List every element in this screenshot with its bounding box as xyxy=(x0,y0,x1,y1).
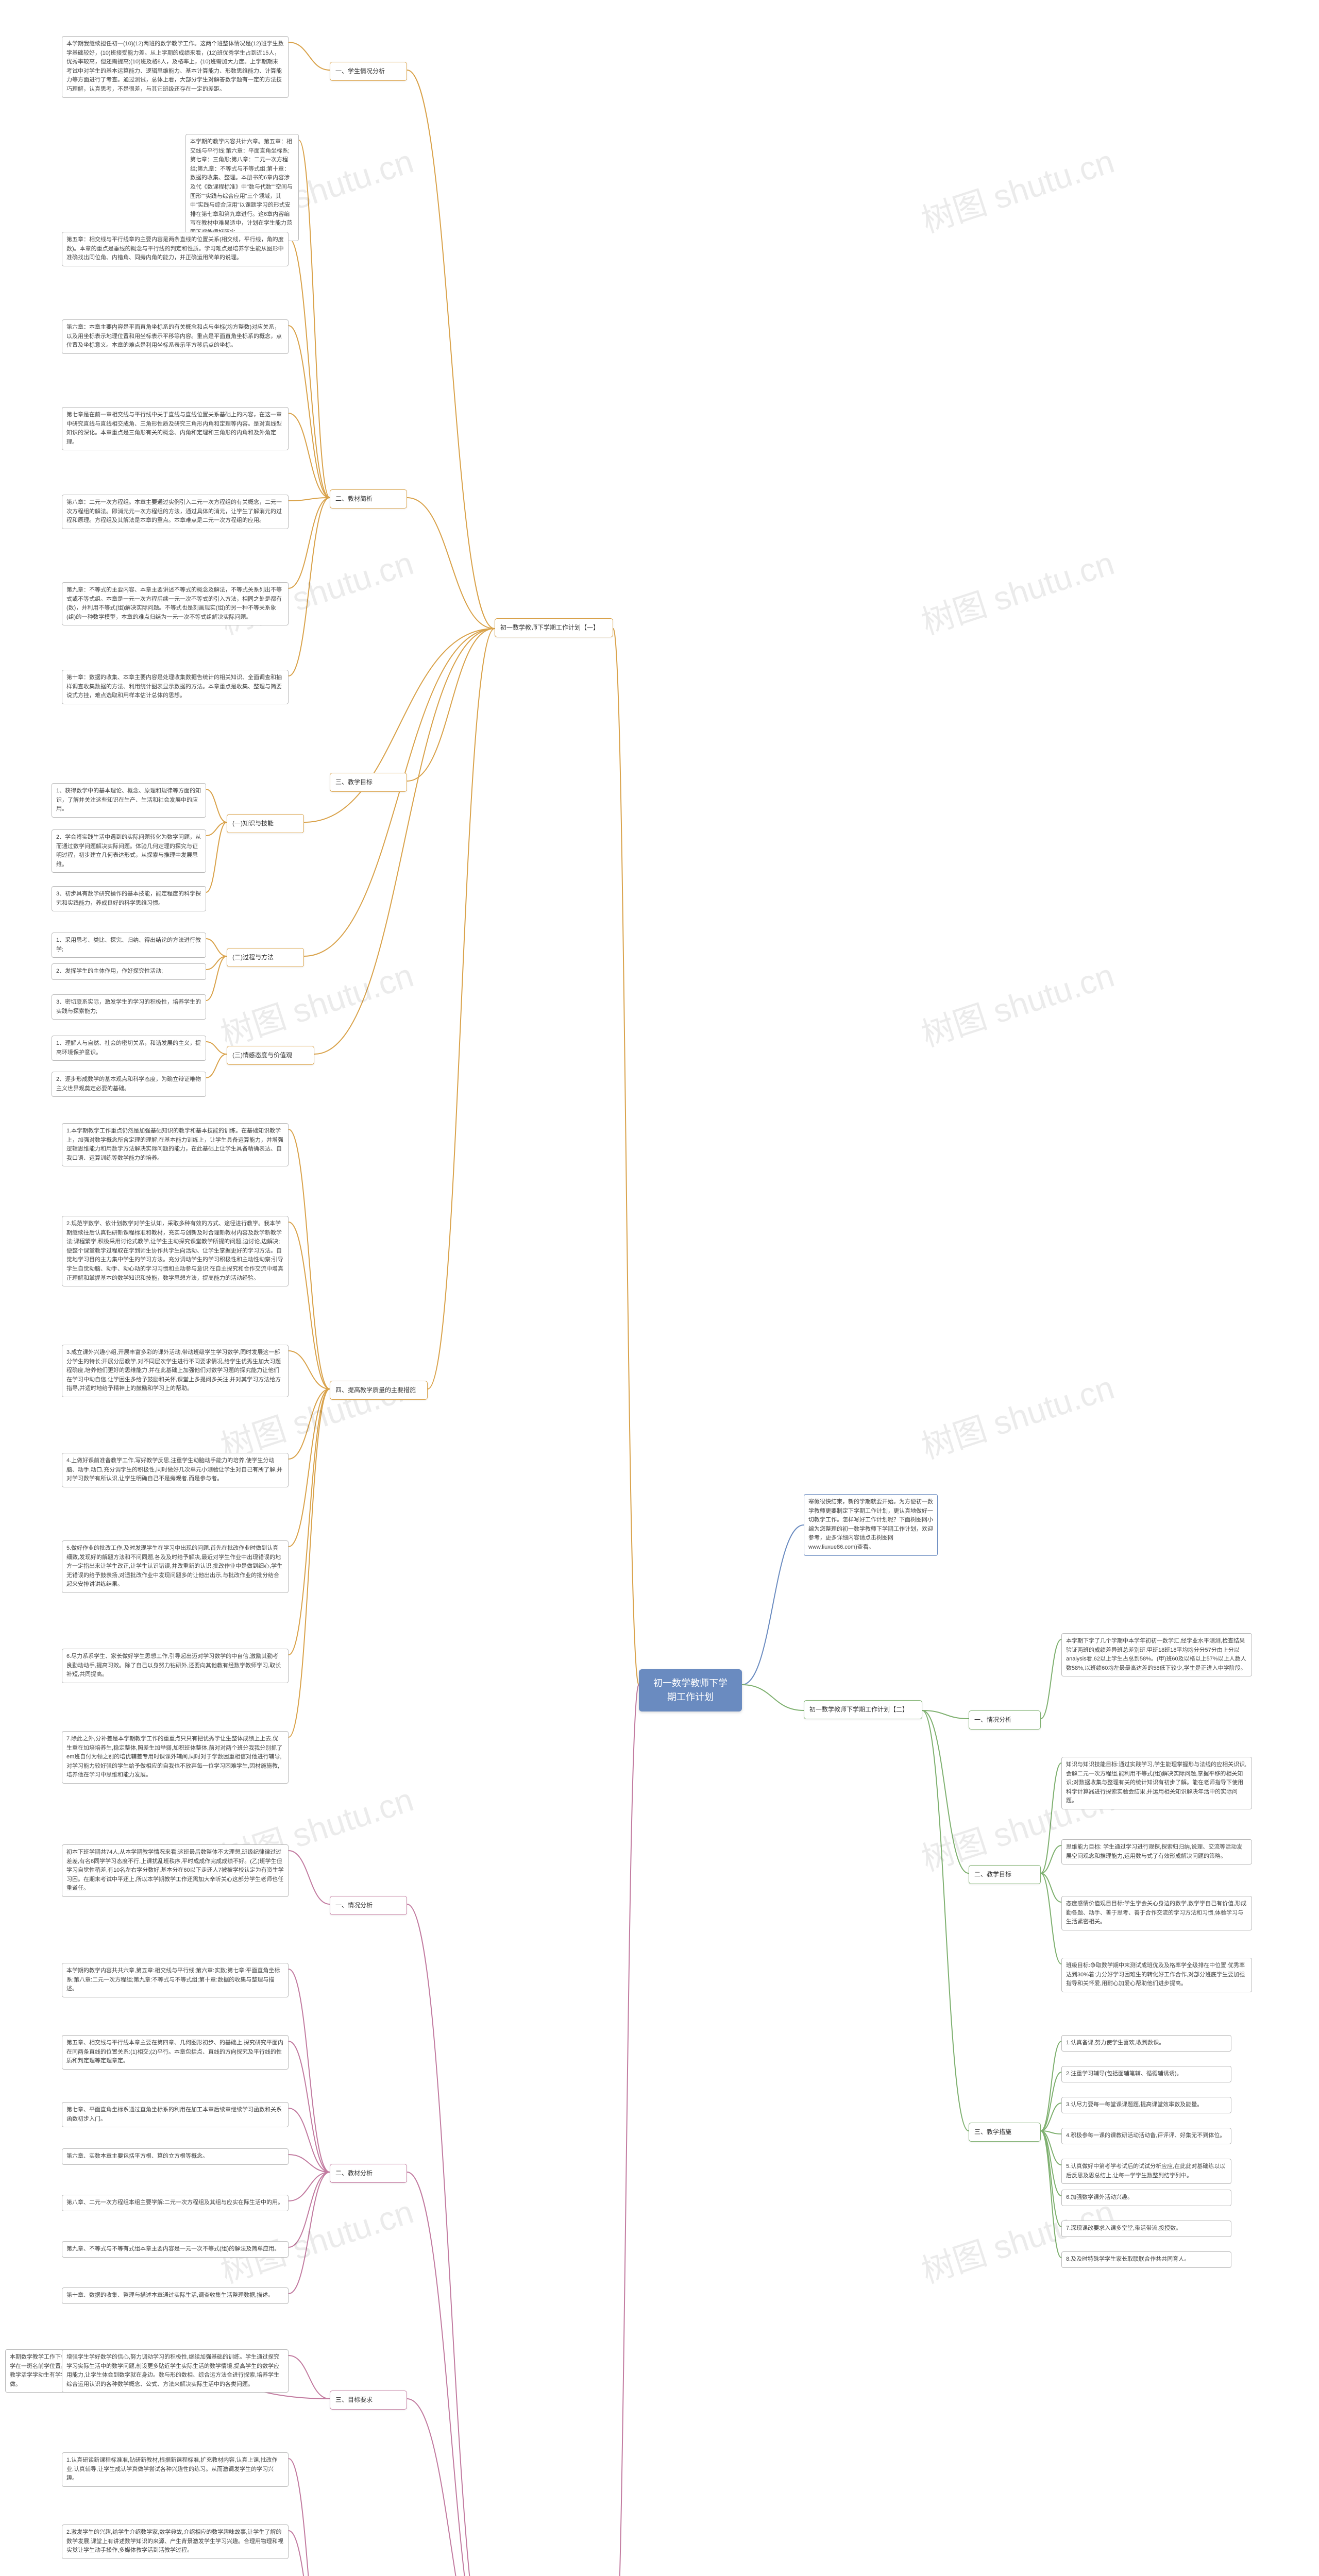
leaf-node: 本学期的教学内容共共六章,第五章:相交线与平行线;第六章:实数;第七章:平面直角… xyxy=(62,1963,289,1997)
leaf-node: 班级目标:争取数学期中末测试成班优及及格率学全级排在中位置:优秀率达到30%着:… xyxy=(1061,1958,1252,1992)
section-node: 二、教学目标 xyxy=(969,1865,1041,1884)
leaf-node: 2.规范学数学、依计划教学对学生认知，采取多种有效的方式、途径进行教学。我本学期… xyxy=(62,1216,289,1286)
leaf-node: 第七章、平面直角坐标系通过直角坐标系的利用在加工本章后续章继续学习函数和关系函数… xyxy=(62,2102,289,2127)
leaf-node: 2、学会将实践生活中遇到的实际问题转化为数学问题，从而通过数学问题解决实际问题。… xyxy=(52,829,206,873)
leaf-node: 本学期下学了几个学期中本学年初初一数学汇,经学业水平测测,检查结果验证两班的成绩… xyxy=(1061,1633,1252,1676)
leaf-node: 思维能力目标: 学生通过学习进行观探,探索归归纳,说理、交流等活动发展空间观念和… xyxy=(1061,1839,1252,1865)
section-node: 一、情况分析 xyxy=(969,1710,1041,1730)
section-node: (三)情感态度与价值观 xyxy=(227,1046,314,1065)
section-node: 三、目标要求 xyxy=(330,2391,407,2410)
leaf-node: 7.除此之外,分补差是本学期教学工作的重重点只只有把优秀学让生整体成绩上上去,优… xyxy=(62,1731,289,1784)
section-node: 一、情况分析 xyxy=(330,1896,407,1915)
section-node: 二、教材分析 xyxy=(330,2164,407,2183)
section-node: 三、教学目标 xyxy=(330,773,407,792)
section-node: 四、提高教学质量的主要措施 xyxy=(330,1381,428,1400)
leaf-node: 1.本学期教学工作重点仍然是加强基础知识的教学和基本技能的训练。在基础知识教学上… xyxy=(62,1123,289,1166)
leaf-node: 1、获得数学中的基本理论、概念、原理和规律等方面的知识，了解并关注这些知识在生产… xyxy=(52,783,206,818)
watermark: 树图 shutu.cn xyxy=(915,1361,1119,1468)
watermark: 树图 shutu.cn xyxy=(915,949,1119,1056)
leaf-node: 5.认真做好中第考学考试后的试试分析应应,在此此对基础练以以后反思及思总结上,让… xyxy=(1061,2159,1231,2184)
leaf-node: 第八章：二元一次方程组。本章主要通过实例引入二元一次方程组的有关概念，二元一次方… xyxy=(62,495,289,529)
leaf-node: 8.及及时特殊学学生家长取联联合作共共同育人。 xyxy=(1061,2251,1231,2268)
leaf-node: 2.注重学习辅导(包括面辅笔辅、循循辅诱诱)。 xyxy=(1061,2066,1231,2082)
leaf-node: 增强学生学好数学的信心,努力调动学习的积极性,继续加强基础的训练。学生通过探究学… xyxy=(62,2349,289,2393)
leaf-node: 4.上做好课前准备教学工作,写好教学反思,注重学生动脑动手能力的培养,使学生分动… xyxy=(62,1453,289,1487)
leaf-node: 第九章、不等式与不等有式组本章主要内容是一元一次不等式(组)的解法及简单应用。 xyxy=(62,2241,289,2258)
leaf-node: 第五章、相交线与平行线本章主要在第四章、几何图形初步、的基础上,探究研究平面内在… xyxy=(62,2035,289,2070)
leaf-node: 第十章：数据的收集、本章主要内容是处理收集数据告统计的相关知识、全面调查和抽样调… xyxy=(62,670,289,704)
leaf-node: 初本下班学期共74人,从本学期教学情况来看:这班最后数整体不太理想,班级纪律律过… xyxy=(62,1844,289,1897)
leaf-node: 第五章：相交线与平行线章的主要内容是两条直线的位置关系(相交线，平行线，角的度数… xyxy=(62,232,289,266)
leaf-node: 本学期我继续担任初一(10)(12)两班的数学教学工作。这两个班整体情况是(12… xyxy=(62,36,289,98)
leaf-node: 知识与知识技能目标:通过实践学习,学生能理掌握形与法线的应相关识识,会解二元一次… xyxy=(1061,1757,1252,1809)
leaf-node: 3、初步具有数学研究操作的基本技能，能定程度的科学探究和实践能力，养成良好的科学… xyxy=(52,886,206,911)
leaf-node: 本学期的教学内容共计六章。第五章：相交线与平行线;第六章：平面直角坐标系;第七章… xyxy=(185,134,299,241)
section-node: 三、教学措施 xyxy=(969,2123,1041,2142)
watermark: 树图 shutu.cn xyxy=(915,537,1119,643)
leaf-node: 3、密切联系实际，激发学生的学习的积极性，培养学生的实践与探索能力; xyxy=(52,994,206,1020)
intro-box: 寒假很快结束，新的学期就要开始。为方便初一数学教师更要制定下学期工作计划，更认真… xyxy=(804,1494,938,1556)
leaf-node: 2.激发学生的兴趣,给学生介绍数学家,数学典故,介绍相应的数学趣味故事,让学生了… xyxy=(62,2524,289,2559)
leaf-node: 2、逐步形成数学的基本观点和科学态度，为确立辩证唯物主义世界观奠定必要的基础。 xyxy=(52,1072,206,1097)
leaf-node: 5.做好作业的批改工作,及时发现学生在学习中出现的问题.首先在批改作业时做到认真… xyxy=(62,1540,289,1593)
leaf-node: 6.加强数学课外活动兴趣。 xyxy=(1061,2190,1231,2206)
leaf-node: 1.认真备课,努力使学生喜欢,收到数课。 xyxy=(1061,2035,1231,2052)
section-node: (一)知识与技能 xyxy=(227,814,304,833)
root-node: 初一数学教师下学期工作计划 xyxy=(639,1669,742,1711)
section-node: 二、教材简析 xyxy=(330,489,407,509)
leaf-node: 1、理解人与自然、社会的密切关系，和谐发展的主义，提高环境保护意识。 xyxy=(52,1036,206,1061)
leaf-node: 4.积极参每一课的课教研活动活动备,评评评、好集无不到体位。 xyxy=(1061,2128,1231,2144)
leaf-node: 第六章：本章主要内容是平面直角坐标系的有关概念和点与坐标(均方整数)对应关系，以… xyxy=(62,319,289,354)
watermark: 树图 shutu.cn xyxy=(915,135,1119,242)
leaf-node: 2、发挥学生的主体作用，作好探究性活动; xyxy=(52,963,206,980)
leaf-node: 第九章：不等式的主要内容、本章主要讲述不等式的概念及解法，不等式关系列出不等式或… xyxy=(62,582,289,625)
leaf-node: 7.深现课改要求入课多堂堂,带活带流,投授数。 xyxy=(1061,2221,1231,2237)
leaf-node: 态度感情价值观目目标:学生学会关心身边的数学,数学学自己有价值,形成勤各题、动手… xyxy=(1061,1896,1252,1930)
leaf-node: 第七章是在前一章相交线与平行线中关于直线与直线位置关系基础上的内容，在这一章中研… xyxy=(62,407,289,450)
leaf-node: 1.认真研读新课程标准准,钻研新教材,根据新课程标准,扩充教材内容,认真上课,批… xyxy=(62,2452,289,2487)
leaf-node: 第十章、数据的收集、整理与描述本章通过实际生活,调查收集生活整理数据,描述。 xyxy=(62,2287,289,2304)
leaf-node: 3.认尽力要每一每堂课课题题,提高课堂效率数及能量。 xyxy=(1061,2097,1231,2113)
branch-node: 初一数学教师下学期工作计划【一】 xyxy=(495,618,613,637)
leaf-node: 6.尽力系系学生、家长做好学生思想工作,引导起出迈对学习数学的中自信,激励其勤考… xyxy=(62,1649,289,1683)
branch-node: 初一数学教师下学期工作计划【二】 xyxy=(804,1700,922,1719)
leaf-node: 1、采用思考、类比、探究、归纳、得出结论的方法进行教学; xyxy=(52,933,206,958)
section-node: 一、学生情况分析 xyxy=(330,62,407,81)
leaf-node: 第六章、实数本章主要包括平方根、算的立方根等概念。 xyxy=(62,2148,289,2165)
leaf-node: 3.成立课外兴趣小组,开展丰富多彩的课外活动,带动班级学生学习数学,同时发展这一… xyxy=(62,1345,289,1397)
section-node: (二)过程与方法 xyxy=(227,948,304,967)
leaf-node: 第八章、二元一次方程组本组主要学解:二元一次方程组及其组与应实在际生活中的用。 xyxy=(62,2195,289,2211)
